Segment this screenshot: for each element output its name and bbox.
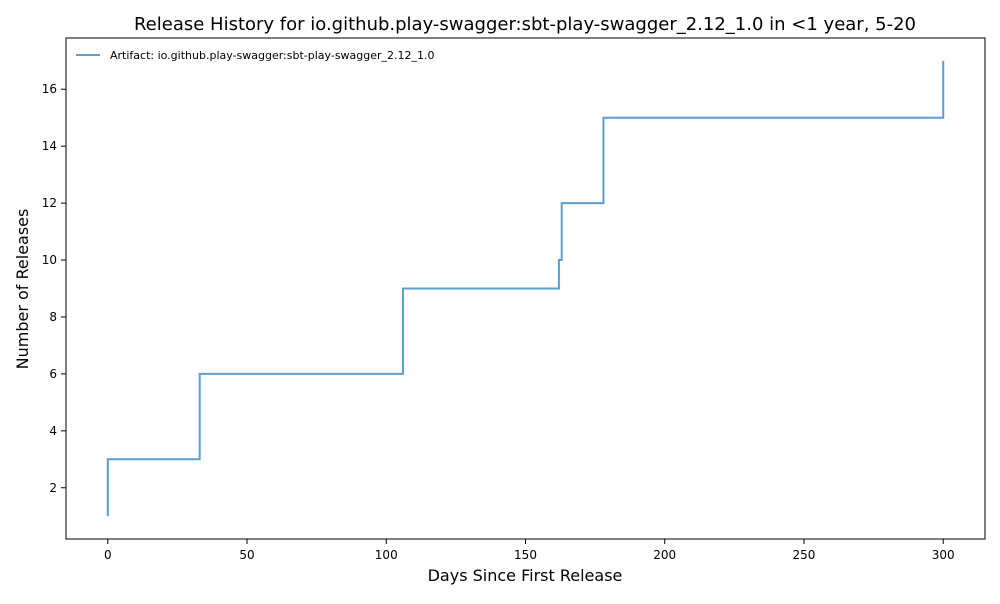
y-tick-label: 16: [42, 82, 57, 96]
x-tick-label: 50: [239, 548, 254, 562]
y-axis: 2 4 6 8 10 12 14 16: [42, 82, 66, 495]
y-axis-label: Number of Releases: [13, 209, 32, 370]
release-point: [603, 117, 605, 119]
x-axis-label: Days Since First Release: [428, 566, 623, 585]
legend: Artifact: io.github.play-swagger:sbt-pla…: [76, 49, 435, 62]
release-point: [561, 202, 563, 204]
chart-title: Release History for io.github.play-swagg…: [134, 14, 916, 35]
x-tick-label: 0: [104, 548, 112, 562]
y-tick-label: 6: [49, 367, 57, 381]
release-point: [199, 373, 201, 375]
release-point: [561, 231, 563, 233]
release-point: [107, 487, 109, 489]
y-tick-label: 14: [42, 139, 57, 153]
y-tick-label: 10: [42, 253, 57, 267]
y-tick-label: 4: [49, 424, 57, 438]
x-tick-label: 250: [793, 548, 816, 562]
release-point: [603, 145, 605, 147]
series-line-0: [106, 60, 945, 517]
x-tick-label: 100: [375, 548, 398, 562]
release-point: [199, 402, 201, 404]
y-tick-label: 2: [49, 481, 57, 495]
y-tick-label: 8: [49, 310, 57, 324]
release-point: [942, 88, 944, 90]
release-point: [199, 430, 201, 432]
release-point: [402, 288, 404, 290]
x-tick-label: 300: [932, 548, 955, 562]
release-point: [107, 458, 109, 460]
release-point: [402, 316, 404, 318]
y-tick-label: 12: [42, 196, 57, 210]
release-point: [402, 345, 404, 347]
release-point: [558, 259, 560, 261]
x-tick-label: 150: [514, 548, 537, 562]
legend-label: Artifact: io.github.play-swagger:sbt-pla…: [110, 49, 435, 62]
x-axis: 0 50 100 150 200 250 300: [104, 539, 955, 562]
release-point: [942, 60, 944, 62]
series-layer: [106, 60, 945, 517]
release-point: [603, 174, 605, 176]
x-tick-label: 200: [653, 548, 676, 562]
release-point: [107, 515, 109, 517]
